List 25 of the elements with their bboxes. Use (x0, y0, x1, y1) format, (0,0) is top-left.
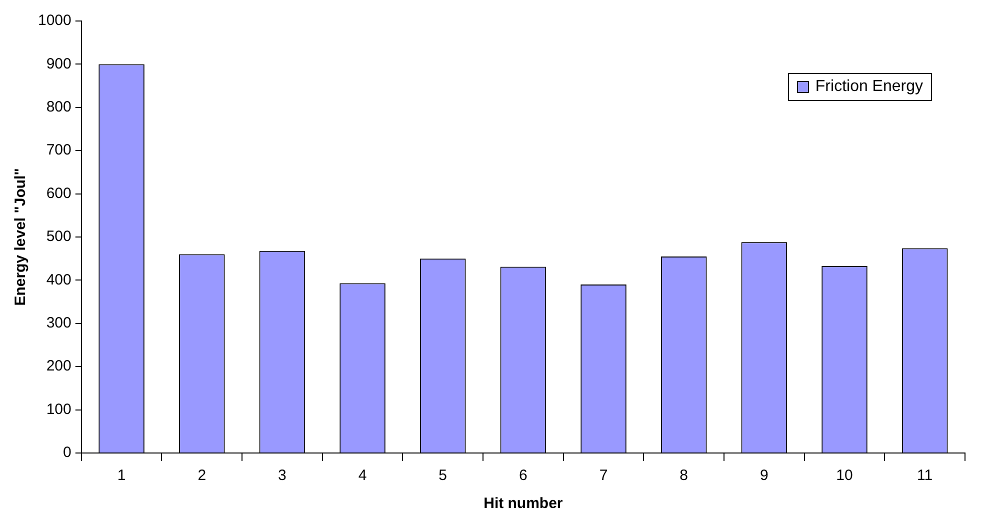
legend-label: Friction Energy (815, 78, 923, 96)
y-tick-label: 100 (46, 400, 72, 418)
x-tick-label: 7 (599, 467, 608, 484)
x-tick-label: 6 (519, 467, 528, 484)
y-tick-label: 400 (46, 271, 72, 288)
y-tick-label: 800 (46, 98, 72, 116)
x-tick-label: 4 (358, 467, 367, 484)
x-tick-label: 9 (760, 467, 768, 484)
x-tick-label: 11 (917, 467, 933, 484)
y-tick-label: 200 (46, 358, 72, 375)
x-tick-label: 3 (278, 467, 286, 484)
x-tick-label: 2 (198, 467, 206, 484)
x-tick-label: 8 (680, 467, 688, 484)
y-tick-label: 0 (63, 444, 72, 462)
y-axis-title: Energy level "Joul" (12, 168, 30, 306)
y-tick-label: 700 (46, 142, 72, 159)
x-axis-title: Hit number (484, 495, 563, 512)
x-tick-label: 10 (836, 467, 853, 484)
y-tick-label: 300 (46, 314, 72, 332)
x-tick-label: 5 (438, 467, 448, 484)
y-tick-label: 500 (46, 228, 72, 246)
y-tick-label: 900 (46, 55, 72, 72)
y-tick-label: 600 (46, 184, 72, 202)
y-tick-label: 1000 (38, 12, 72, 30)
x-tick-label: 1 (117, 467, 126, 484)
